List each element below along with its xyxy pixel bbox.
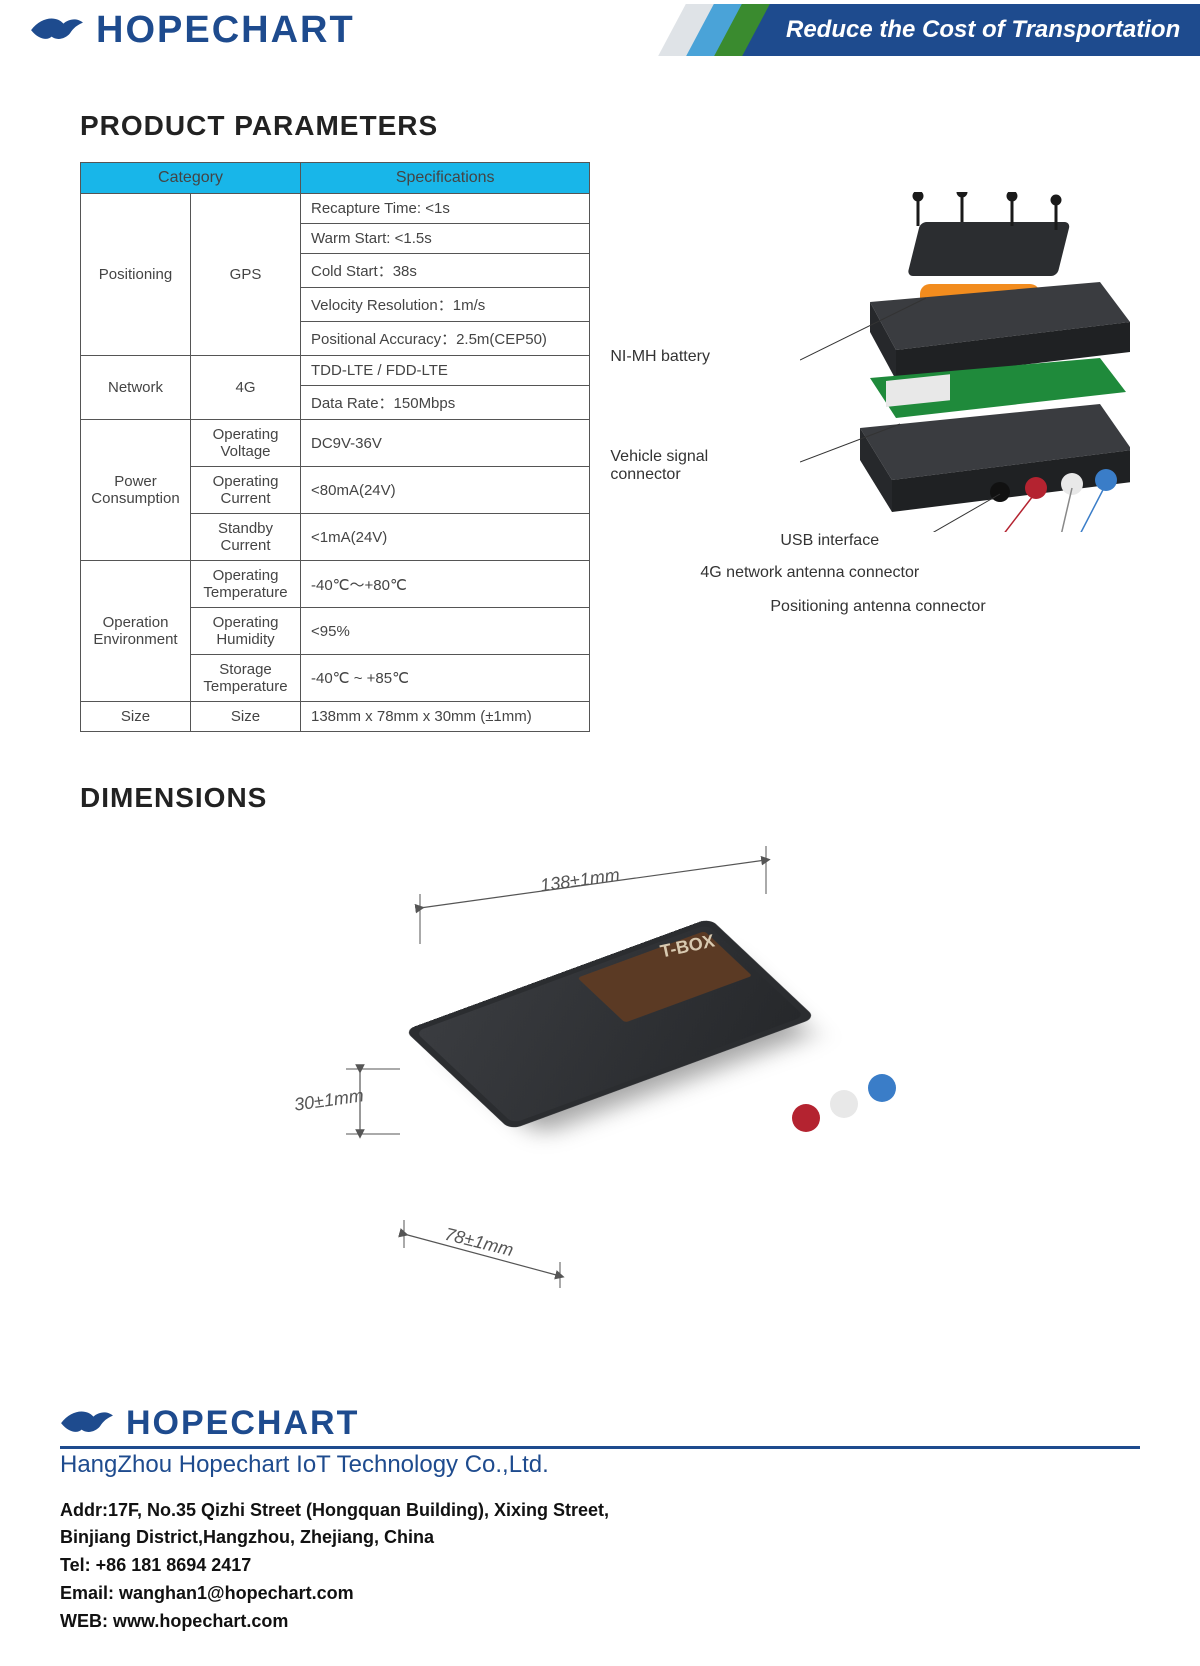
dimensions-figure: 138±1mm 30±1mm 78±1mm T-BOX xyxy=(190,834,1010,1314)
spec-cell: DC9V-36V xyxy=(301,420,590,467)
exploded-diagram: NI-MH battery Vehicle signalconnector USB … xyxy=(610,162,1160,662)
spec-cell: <95% xyxy=(301,608,590,655)
device-exploded xyxy=(800,192,1130,532)
company-name: HangZhou Hopechart IoT Technology Co.,Lt… xyxy=(60,1451,1140,1479)
brand-name: HOPECHART xyxy=(96,9,355,52)
email: Email: wanghan1@hopechart.com xyxy=(60,1580,1140,1608)
parameters-title: PRODUCT PARAMETERS xyxy=(80,110,1200,142)
callout-usb: USB interface xyxy=(780,532,879,550)
subcategory-cell: Standby Current xyxy=(191,514,301,561)
page-header: HOPECHART Reduce the Cost of Transportat… xyxy=(0,0,1200,60)
subcategory-cell: 4G xyxy=(191,356,301,420)
spec-cell: Warm Start: <1.5s xyxy=(301,224,590,254)
category-cell: Size xyxy=(81,702,191,732)
spec-cell: -40℃ ~ +85℃ xyxy=(301,655,590,702)
spec-cell: 138mm x 78mm x 30mm (±1mm) xyxy=(301,702,590,732)
callout-vehicle_signal: Vehicle signalconnector xyxy=(610,448,708,484)
spec-cell: <80mA(24V) xyxy=(301,467,590,514)
spec-cell: -40℃～+80℃ xyxy=(301,561,590,608)
subcategory-cell: Size xyxy=(191,702,301,732)
subcategory-cell: Operating Current xyxy=(191,467,301,514)
slogan-banner: Reduce the Cost of Transportation xyxy=(672,4,1200,56)
banner-chevrons xyxy=(672,4,756,56)
footer-bird-icon xyxy=(60,1403,114,1444)
address-line-2: Binjiang District,Hangzhou, Zhejiang, Ch… xyxy=(60,1524,1140,1552)
col-specifications: Specifications xyxy=(301,163,590,194)
table-row: Power ConsumptionOperating VoltageDC9V-3… xyxy=(81,420,590,467)
spec-cell: Recapture Time: <1s xyxy=(301,194,590,224)
category-cell: Positioning xyxy=(81,194,191,356)
bird-icon xyxy=(30,10,84,51)
spec-cell: Velocity Resolution：1m/s xyxy=(301,288,590,322)
table-row: SizeSize138mm x 78mm x 30mm (±1mm) xyxy=(81,702,590,732)
spec-cell: Positional Accuracy：2.5m(CEP50) xyxy=(301,322,590,356)
callout-battery: NI-MH battery xyxy=(610,348,710,366)
subcategory-cell: GPS xyxy=(191,194,301,356)
col-category: Category xyxy=(81,163,301,194)
spec-cell: Data Rate：150Mbps xyxy=(301,386,590,420)
footer-brand: HOPECHART xyxy=(126,1404,359,1443)
dimensions-title: DIMENSIONS xyxy=(80,782,1200,814)
spec-cell: TDD-LTE / FDD-LTE xyxy=(301,356,590,386)
callout-positioning: Positioning antenna connector xyxy=(770,598,985,616)
subcategory-cell: Operating Voltage xyxy=(191,420,301,467)
footer-rule xyxy=(60,1446,1140,1449)
port-white xyxy=(830,1090,858,1118)
address-line-1: Addr:17F, No.35 Qizhi Street (Hongquan B… xyxy=(60,1497,1140,1525)
page-footer: HOPECHART HangZhou Hopechart IoT Technol… xyxy=(0,1403,1200,1636)
subcategory-cell: Operating Temperature xyxy=(191,561,301,608)
table-row: Network4GTDD-LTE / FDD-LTE xyxy=(81,356,590,386)
port-blue xyxy=(868,1074,896,1102)
table-row: PositioningGPSRecapture Time: <1s xyxy=(81,194,590,224)
tel: Tel: +86 181 8694 2417 xyxy=(60,1552,1140,1580)
web: WEB: www.hopechart.com xyxy=(60,1608,1140,1636)
spec-cell: Cold Start：38s xyxy=(301,254,590,288)
subcategory-cell: Storage Temperature xyxy=(191,655,301,702)
category-cell: Power Consumption xyxy=(81,420,191,561)
subcategory-cell: Operating Humidity xyxy=(191,608,301,655)
category-cell: Network xyxy=(81,356,191,420)
port-red xyxy=(792,1104,820,1132)
category-cell: Operation Environment xyxy=(81,561,191,702)
callout-antenna_4g: 4G network antenna connector xyxy=(700,564,919,582)
parameters-table: CategorySpecifications PositioningGPSRec… xyxy=(80,162,590,732)
spec-cell: <1mA(24V) xyxy=(301,514,590,561)
slogan-text-wrap: Reduce the Cost of Transportation xyxy=(742,4,1200,56)
logo: HOPECHART xyxy=(0,9,355,52)
table-row: Operation EnvironmentOperating Temperatu… xyxy=(81,561,590,608)
slogan-text: Reduce the Cost of Transportation xyxy=(786,16,1180,44)
